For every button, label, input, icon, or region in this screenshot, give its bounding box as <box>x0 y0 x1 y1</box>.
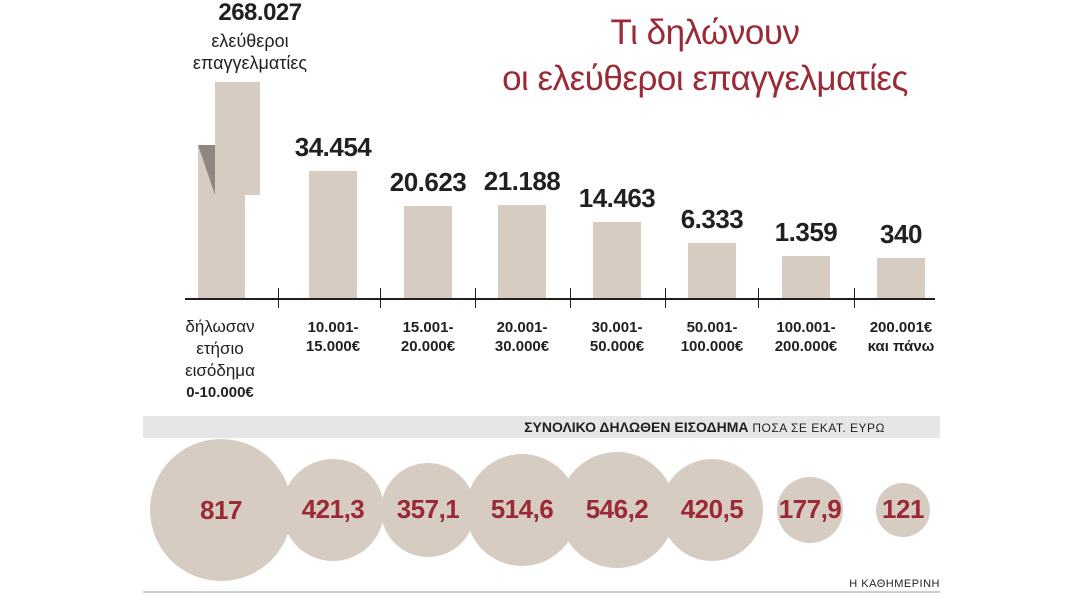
bar-value-label: 340 <box>880 219 922 249</box>
category-label-line: 10.001- <box>307 319 359 336</box>
bar-break-shadow <box>198 145 215 195</box>
income-bubble: 817 <box>150 439 292 581</box>
bar <box>404 206 452 299</box>
category-label-line: 20.000€ <box>400 338 456 355</box>
bubble-value-label: 817 <box>200 494 242 525</box>
category-label-line: 15.001- <box>402 319 454 336</box>
category-label: 15.001- 20.000€ <box>378 318 478 356</box>
x-axis-tick <box>475 288 476 308</box>
category-label-line: 30.001- <box>591 319 643 336</box>
first-category-line-3: 0-10.000€ <box>186 384 254 401</box>
first-bar-caption: ελεύθεροι επαγγελματίες <box>170 30 330 74</box>
category-label-line: 200.000€ <box>774 338 838 355</box>
chart-title-line-2: οι ελεύθεροι επαγγελματίες <box>502 59 908 98</box>
category-label: 30.001- 50.000€ <box>567 318 667 356</box>
first-category-label: δήλωσαν ετήσιο εισόδημα 0-10.000€ <box>160 316 280 404</box>
income-bubble: 421,3 <box>282 459 384 561</box>
x-axis-line <box>185 298 935 300</box>
bar <box>877 258 925 299</box>
category-label-line: 20.001- <box>496 319 548 336</box>
x-axis-tick <box>278 288 279 308</box>
bottom-rule <box>143 591 940 593</box>
bar <box>593 222 641 299</box>
bubble-value-label: 177,9 <box>778 494 842 525</box>
bar <box>498 205 546 299</box>
income-bubble: 420,5 <box>661 459 763 561</box>
bar-value-label: 20.623 <box>389 167 467 197</box>
bubbles-unit: ΠΟΣΑ ΣΕ ΕΚΑΤ. ΕΥΡΩ <box>752 421 885 435</box>
category-label: 10.001- 15.000€ <box>283 318 383 356</box>
bubble-value-label: 420,5 <box>680 494 744 525</box>
bar-value-label: 6.333 <box>680 204 744 234</box>
bar <box>688 243 736 299</box>
income-bubble: 357,1 <box>381 463 475 557</box>
category-label-line: 30.000€ <box>494 338 550 355</box>
category-label-line: 200.001€ <box>869 319 933 336</box>
first-bar-caption-line-2: επαγγελματίες <box>192 53 308 73</box>
chart-title-line-1: Τι δηλώνουν <box>610 13 800 52</box>
bubble-value-label: 514,6 <box>490 494 554 525</box>
bar-value-label: 34.454 <box>294 132 372 162</box>
x-axis-tick <box>380 288 381 308</box>
x-axis-tick <box>665 288 666 308</box>
category-label-line: 100.000€ <box>680 338 744 355</box>
bubble-value-label: 421,3 <box>301 494 365 525</box>
bar <box>782 256 830 299</box>
bar-0-10000-upper <box>215 82 260 195</box>
x-axis-tick <box>570 288 571 308</box>
first-bar-value-label: 268.027 <box>218 0 302 26</box>
bubbles-title: ΣΥΝΟΛΙΚΟ ΔΗΛΩΘΕΝ ΕΙΣΟΔΗΜΑ <box>524 419 749 435</box>
category-label: 50.001- 100.000€ <box>662 318 762 356</box>
category-label-line: 100.001- <box>776 319 836 336</box>
first-bar-caption-line-1: ελεύθεροι <box>211 31 289 51</box>
bubbles-header-text: ΣΥΝΟΛΙΚΟ ΔΗΛΩΘΕΝ ΕΙΣΟΔΗΜΑ ΠΟΣΑ ΣΕ ΕΚΑΤ. … <box>524 418 885 437</box>
first-category-line-2: ετήσιο εισόδημα <box>185 339 255 380</box>
bubble-value-label: 357,1 <box>396 494 460 525</box>
income-bubble: 121 <box>875 482 931 538</box>
category-label: 100.001- 200.000€ <box>756 318 856 356</box>
income-bubble: 177,9 <box>776 476 844 544</box>
category-label: 200.001€ και πάνω <box>851 318 951 356</box>
x-axis-tick <box>758 288 759 308</box>
category-label-line: 15.000€ <box>305 338 361 355</box>
category-label: 20.001- 30.000€ <box>472 318 572 356</box>
first-category-line-1: δήλωσαν <box>185 317 255 336</box>
chart-title: Τι δηλώνουν οι ελεύθεροι επαγγελματίες <box>455 10 955 102</box>
category-label-line: 50.000€ <box>589 338 645 355</box>
bar-value-label: 14.463 <box>578 183 656 213</box>
x-axis-tick <box>854 288 855 308</box>
category-label-line: 50.001- <box>686 319 738 336</box>
bar-value-label: 1.359 <box>774 217 838 247</box>
bubble-value-label: 546,2 <box>585 494 649 525</box>
bar <box>309 171 357 299</box>
category-label-line: και πάνω <box>867 338 935 355</box>
bubbles-header-band: ΣΥΝΟΛΙΚΟ ΔΗΛΩΘΕΝ ΕΙΣΟΔΗΜΑ ΠΟΣΑ ΣΕ ΕΚΑΤ. … <box>143 416 940 438</box>
bubble-value-label: 121 <box>882 494 924 525</box>
income-bubble: 546,2 <box>558 451 676 569</box>
publisher-credit: Η ΚΑΘΗΜΕΡΙΝΗ <box>849 578 940 590</box>
bar-value-label: 21.188 <box>483 166 561 196</box>
